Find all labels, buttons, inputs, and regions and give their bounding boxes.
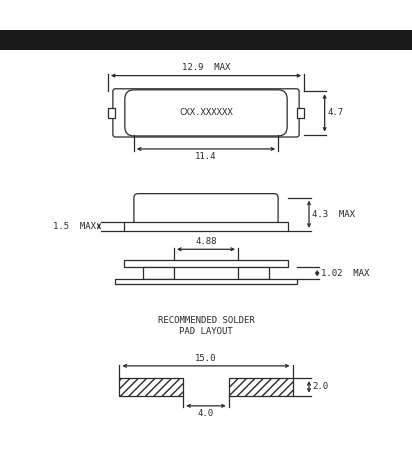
FancyBboxPatch shape <box>113 89 299 137</box>
Bar <box>0 30 412 50</box>
Text: 4.0: 4.0 <box>198 409 214 418</box>
Bar <box>108 108 115 118</box>
Bar <box>124 222 288 231</box>
Text: 12.9  MAX: 12.9 MAX <box>182 63 230 72</box>
Bar <box>115 280 297 284</box>
Bar <box>297 108 304 118</box>
Text: 4.3  MAX: 4.3 MAX <box>312 210 355 219</box>
Text: CSM1: CSM1 <box>178 31 234 49</box>
Text: 11.4: 11.4 <box>195 152 217 161</box>
Text: PAD LAYOUT: PAD LAYOUT <box>179 327 233 336</box>
Text: 4.88: 4.88 <box>195 237 217 246</box>
Text: 4.7: 4.7 <box>328 108 344 117</box>
Bar <box>119 378 183 395</box>
Bar <box>238 267 269 280</box>
FancyBboxPatch shape <box>134 193 278 226</box>
Text: RECOMMENDED SOLDER: RECOMMENDED SOLDER <box>158 316 254 325</box>
Text: 1.5  MAX: 1.5 MAX <box>53 222 96 231</box>
Text: 2.0: 2.0 <box>312 382 328 391</box>
Bar <box>229 378 293 395</box>
Text: 15.0: 15.0 <box>195 354 217 363</box>
Text: 1.02  MAX: 1.02 MAX <box>321 269 369 278</box>
FancyBboxPatch shape <box>125 90 287 136</box>
Bar <box>143 267 174 280</box>
Bar <box>124 260 288 267</box>
Text: CXX.XXXXXX: CXX.XXXXXX <box>179 108 233 117</box>
